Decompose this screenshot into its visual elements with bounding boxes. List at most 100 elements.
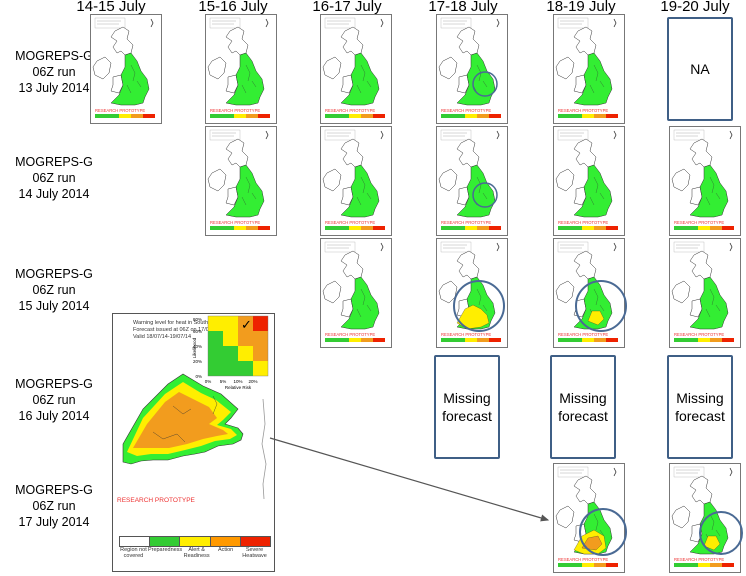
row-label-16-july: MOGREPS-G 06Z run 16 July 2014 — [0, 376, 108, 424]
inset-region-orange — [133, 392, 228, 448]
forecast-map-thumbnail: RESEARCH PROTOTYPE — [553, 14, 625, 124]
row-model: MOGREPS-G — [15, 155, 93, 169]
row-run: 06Z run — [32, 171, 76, 185]
legend-label-region-not-covered: Region not covered — [120, 547, 147, 559]
column-header-14-15: 14-15 July — [76, 0, 146, 15]
forecast-map-thumbnail: RESEARCH PROTOTYPE — [553, 126, 625, 236]
uk-map-graphic: RESEARCH PROTOTYPE — [438, 129, 501, 230]
inset-header-line-3: Valid 18/07/14-19/07/14 — [133, 334, 191, 340]
column-header-18-19: 18-19 July — [546, 0, 616, 15]
row-date: 15 July 2014 — [18, 299, 90, 313]
svg-text:RESEARCH PROTOTYPE: RESEARCH PROTOTYPE — [674, 220, 724, 225]
missing-forecast-box-17-18: Missing forecast — [434, 355, 500, 459]
row-model: MOGREPS-G — [15, 49, 93, 63]
row-run: 06Z run — [32, 283, 76, 297]
inset-map-graphic: Warning level for heat in South Forecast… — [117, 315, 269, 504]
missing-line-1: Missing — [443, 390, 491, 406]
missing-line-1: Missing — [676, 390, 724, 406]
forecast-map-thumbnail: RESEARCH PROTOTYPE — [553, 463, 625, 573]
svg-text:RESEARCH PROTOTYPE: RESEARCH PROTOTYPE — [95, 108, 145, 113]
row-label-15-july: MOGREPS-G 06Z run 15 July 2014 — [0, 266, 108, 314]
row-run: 06Z run — [32, 65, 76, 79]
legend-swatch-preparedness — [150, 537, 181, 546]
svg-text:RESEARCH PROTOTYPE: RESEARCH PROTOTYPE — [558, 220, 608, 225]
y-tick-0: 0% — [195, 374, 202, 379]
uk-map-graphic: RESEARCH PROTOTYPE — [322, 241, 385, 342]
column-header-19-20: 19-20 July — [660, 0, 730, 15]
inset-header-line-2: Forecast issued at 06Z on 17/07 — [133, 327, 212, 333]
row-date: 16 July 2014 — [18, 409, 90, 423]
arrow-connector — [269, 437, 550, 522]
svg-text:RESEARCH PROTOTYPE: RESEARCH PROTOTYPE — [674, 557, 724, 562]
forecast-map-thumbnail: RESEARCH PROTOTYPE — [205, 126, 277, 236]
uk-map-graphic: RESEARCH PROTOTYPE — [438, 17, 501, 118]
row-run: 06Z run — [32, 393, 76, 407]
inset-legend — [119, 536, 271, 547]
x-tick-5: 5% — [220, 379, 227, 384]
missing-forecast-box-19-20: Missing forecast — [667, 355, 733, 459]
uk-map-graphic: RESEARCH PROTOTYPE — [207, 129, 270, 230]
legend-swatch-alert — [180, 537, 211, 546]
svg-text:RESEARCH PROTOTYPE: RESEARCH PROTOTYPE — [558, 108, 608, 113]
forecast-map-thumbnail: RESEARCH PROTOTYPE — [436, 126, 508, 236]
uk-map-graphic: RESEARCH PROTOTYPE — [555, 129, 618, 230]
row-run: 06Z run — [32, 499, 76, 513]
missing-line-2: forecast — [558, 408, 608, 424]
legend-swatch-severe — [240, 537, 271, 546]
uk-map-graphic: RESEARCH PROTOTYPE — [92, 17, 155, 118]
svg-text:RESEARCH PROTOTYPE: RESEARCH PROTOTYPE — [210, 220, 260, 225]
row-date: 17 July 2014 — [18, 515, 90, 529]
forecast-map-thumbnail: RESEARCH PROTOTYPE — [320, 14, 392, 124]
inset-legend-labels: Region not covered Preparedness Alert & … — [119, 547, 269, 559]
column-header-17-18: 17-18 July — [428, 0, 498, 15]
y-tick-80: 80% — [193, 317, 202, 322]
not-available-label: NA — [690, 61, 710, 77]
forecast-map-thumbnail: RESEARCH PROTOTYPE — [320, 126, 392, 236]
row-label-13-july: MOGREPS-G 06Z run 13 July 2014 — [0, 48, 108, 96]
row-label-14-july: MOGREPS-G 06Z run 14 July 2014 — [0, 154, 108, 202]
row-model: MOGREPS-G — [15, 483, 93, 497]
forecast-map-thumbnail: RESEARCH PROTOTYPE — [436, 238, 508, 348]
row-date: 14 July 2014 — [18, 187, 90, 201]
forecast-map-thumbnail: RESEARCH PROTOTYPE — [436, 14, 508, 124]
uk-map-graphic: RESEARCH PROTOTYPE — [438, 241, 501, 342]
legend-label-alert: Alert & Readiness — [183, 547, 210, 559]
missing-forecast-box-18-19: Missing forecast — [550, 355, 616, 459]
uk-map-graphic: RESEARCH PROTOTYPE — [322, 17, 385, 118]
forecast-map-thumbnail: RESEARCH PROTOTYPE — [669, 126, 741, 236]
row-label-17-july: MOGREPS-G 06Z run 17 July 2014 — [0, 482, 108, 530]
svg-text:RESEARCH PROTOTYPE: RESEARCH PROTOTYPE — [210, 108, 260, 113]
uk-map-graphic: RESEARCH PROTOTYPE — [671, 129, 734, 230]
svg-text:RESEARCH PROTOTYPE: RESEARCH PROTOTYPE — [325, 108, 375, 113]
inset-stamp: RESEARCH PROTOTYPE — [117, 497, 196, 504]
svg-text:RESEARCH PROTOTYPE: RESEARCH PROTOTYPE — [325, 332, 375, 337]
forecast-map-thumbnail: RESEARCH PROTOTYPE — [90, 14, 162, 124]
inset-warning-map: Warning level for heat in South Forecast… — [112, 313, 275, 572]
svg-text:RESEARCH PROTOTYPE: RESEARCH PROTOTYPE — [441, 332, 491, 337]
missing-line-1: Missing — [559, 390, 607, 406]
not-available-box: NA — [667, 17, 733, 121]
x-tick-0: 0% — [205, 379, 212, 384]
row-model: MOGREPS-G — [15, 267, 93, 281]
checkmark-icon: ✓ — [241, 318, 252, 333]
missing-line-2: forecast — [442, 408, 492, 424]
y-tick-20: 20% — [193, 359, 202, 364]
y-tick-40: 40% — [193, 344, 202, 349]
uk-map-graphic: RESEARCH PROTOTYPE — [322, 129, 385, 230]
svg-text:RESEARCH PROTOTYPE: RESEARCH PROTOTYPE — [558, 557, 608, 562]
uk-map-graphic: RESEARCH PROTOTYPE — [555, 241, 618, 342]
forecast-map-thumbnail: RESEARCH PROTOTYPE — [320, 238, 392, 348]
uk-map-graphic: RESEARCH PROTOTYPE — [207, 17, 270, 118]
x-tick-20: 20% — [248, 379, 257, 384]
row-model: MOGREPS-G — [15, 377, 93, 391]
svg-text:RESEARCH PROTOTYPE: RESEARCH PROTOTYPE — [558, 332, 608, 337]
row-date: 13 July 2014 — [18, 81, 90, 95]
forecast-map-thumbnail: RESEARCH PROTOTYPE — [553, 238, 625, 348]
uk-map-graphic: RESEARCH PROTOTYPE — [555, 17, 618, 118]
column-header-16-17: 16-17 July — [312, 0, 382, 15]
forecast-map-thumbnail: RESEARCH PROTOTYPE — [205, 14, 277, 124]
forecast-map-thumbnail: RESEARCH PROTOTYPE — [669, 463, 741, 573]
x-tick-10: 10% — [233, 379, 242, 384]
svg-text:RESEARCH PROTOTYPE: RESEARCH PROTOTYPE — [325, 220, 375, 225]
column-header-15-16: 15-16 July — [198, 0, 268, 15]
